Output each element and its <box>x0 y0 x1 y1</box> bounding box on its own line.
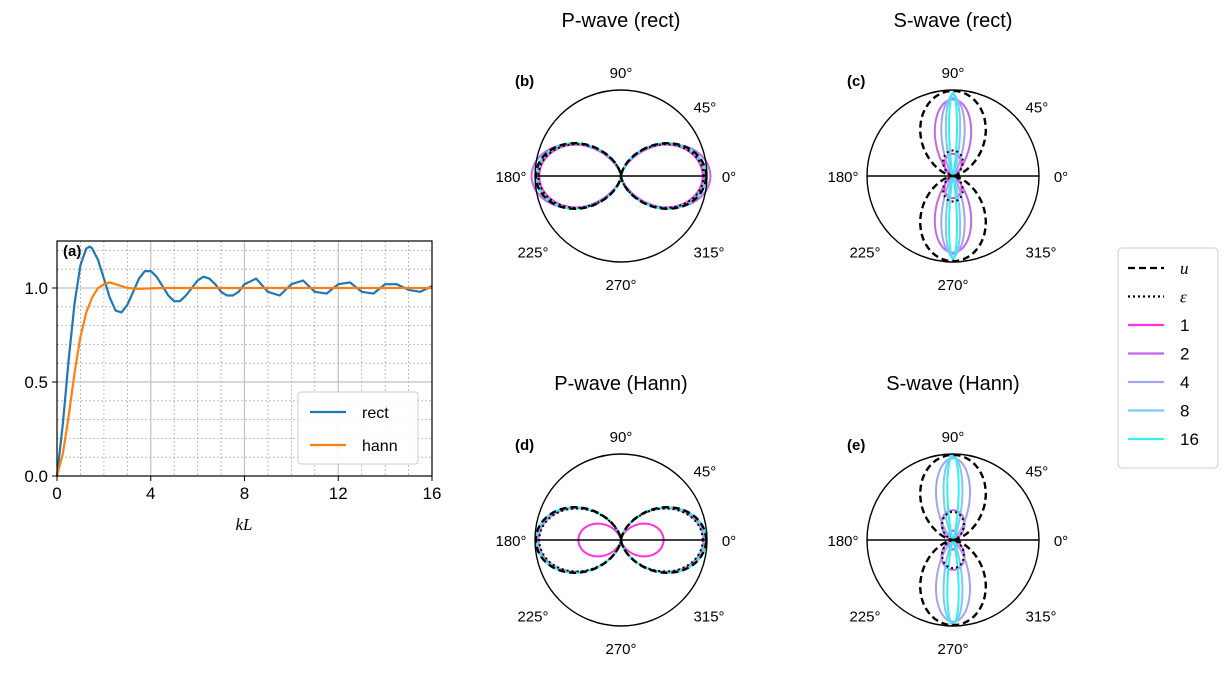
angle-label: 0° <box>722 169 736 186</box>
angle-label: 90° <box>610 429 633 446</box>
series-line-hann <box>55 281 432 477</box>
legend-label: u <box>1180 259 1189 278</box>
angle-label: 315° <box>1026 245 1057 262</box>
angle-label: 45° <box>1026 99 1049 116</box>
angle-label: 315° <box>694 609 725 626</box>
angle-label: 0° <box>1054 169 1068 186</box>
polar-panel-b: P-wave (rect) (b) 0° 45° 90° 180° 225° 270° 31… <box>495 10 736 294</box>
angle-label: 45° <box>694 99 717 116</box>
angle-label: 180° <box>827 533 858 550</box>
angle-label: 225° <box>849 609 880 626</box>
panel-label: (a) <box>63 243 81 260</box>
x-tick-label: 4 <box>146 484 155 503</box>
y-tick-label: 1.0 <box>24 279 48 298</box>
y-tick-label: 0.0 <box>24 467 48 486</box>
angle-label: 180° <box>827 169 858 186</box>
series-line-rect <box>55 245 433 477</box>
angle-label: 45° <box>1026 463 1049 480</box>
angle-label: 90° <box>942 65 965 82</box>
angle-label: 180° <box>495 533 526 550</box>
panel-label: (e) <box>847 437 865 454</box>
legend-box <box>297 391 419 465</box>
legend-box <box>1117 247 1219 469</box>
plot-lines <box>55 245 433 477</box>
x-tick-label: 8 <box>240 484 249 503</box>
x-tick-label: 0 <box>52 484 61 503</box>
angle-label: 45° <box>694 463 717 480</box>
panel-label: (c) <box>847 73 865 90</box>
legend-polar: uε 1 2 4 8 16 <box>1117 247 1219 469</box>
angle-label: 225° <box>849 245 880 262</box>
y-tick-label: 0.5 <box>24 373 48 392</box>
polar-panel-d: P-wave (Hann) (d) 0° 45° 90° 180° 225° 270° 31… <box>495 373 736 658</box>
polar-curve-n2 <box>530 143 712 209</box>
legend-label: 4 <box>1180 373 1189 392</box>
polar-panel-c: S-wave (rect) (c) 0° 45° 90° 180° 225° 270° 31… <box>827 10 1068 294</box>
angle-label: 315° <box>694 245 725 262</box>
panel-title: S-wave (rect) <box>894 10 1013 32</box>
angle-label: 0° <box>722 533 736 550</box>
angle-label: 90° <box>610 65 633 82</box>
legend-label: 16 <box>1180 430 1199 449</box>
angle-label: 270° <box>605 277 636 294</box>
legend: rect hann <box>297 391 419 465</box>
legend-label: 2 <box>1180 345 1189 364</box>
panel-title: P-wave (rect) <box>562 10 681 32</box>
axis-ticks: 0 4 8 12 16 0.0 0.5 1.0 <box>24 279 441 503</box>
legend-label-hann: hann <box>362 438 398 455</box>
legend-label: 8 <box>1180 402 1189 421</box>
angle-label: 315° <box>1026 609 1057 626</box>
line-chart-panel-a: 0 4 8 12 16 0.0 0.5 1.0 (a) kL rect hann <box>24 240 441 534</box>
panel-title: P-wave (Hann) <box>554 373 687 395</box>
legend-label-rect: rect <box>362 405 389 422</box>
x-axis-label: kL <box>236 515 253 534</box>
panel-label: (b) <box>515 73 534 90</box>
polar-panel-e: S-wave (Hann) (e) 0° 45° 90° 180° 225° 270° 31… <box>827 373 1068 658</box>
angle-label: 90° <box>942 429 965 446</box>
panel-label: (d) <box>515 437 534 454</box>
angle-label: 270° <box>937 277 968 294</box>
x-tick-label: 16 <box>423 484 442 503</box>
angle-label: 225° <box>517 245 548 262</box>
angle-label: 270° <box>937 641 968 658</box>
angle-label: 0° <box>1054 533 1068 550</box>
legend-label: 1 <box>1180 316 1189 335</box>
angle-label: 270° <box>605 641 636 658</box>
panel-title: S-wave (Hann) <box>886 373 1019 395</box>
x-tick-label: 12 <box>329 484 348 503</box>
legend-label: ε <box>1180 288 1187 307</box>
angle-label: 180° <box>495 169 526 186</box>
angle-label: 225° <box>517 609 548 626</box>
